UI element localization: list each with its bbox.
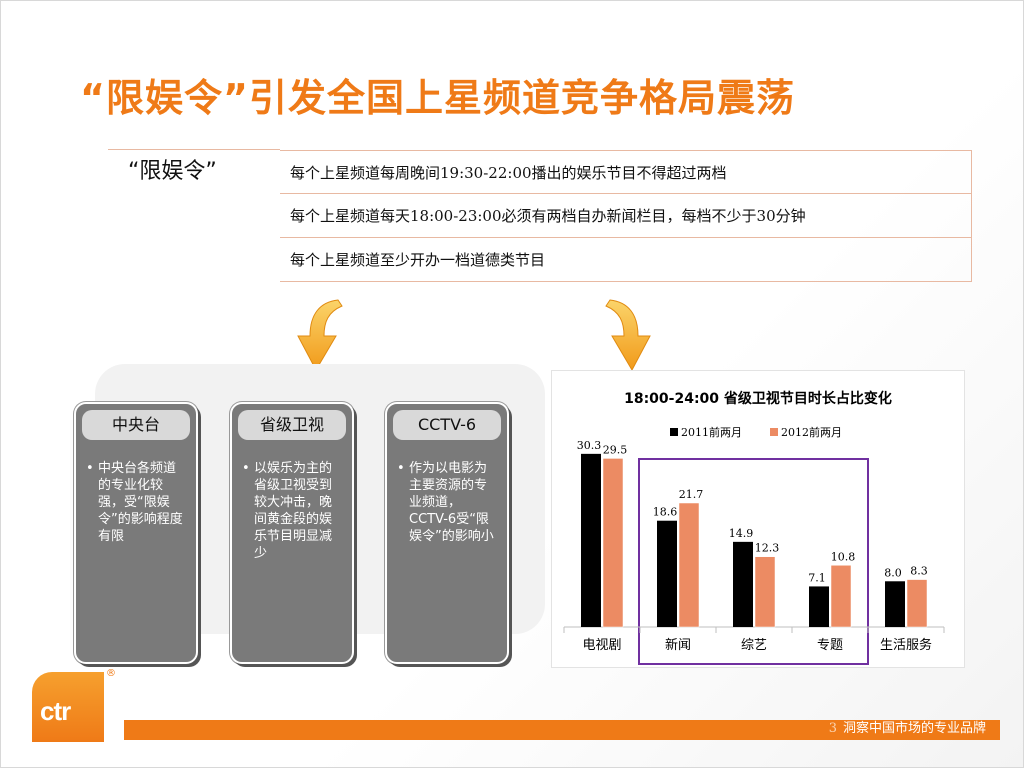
bullet-icon: • <box>397 461 405 476</box>
data-label: 12.3 <box>755 542 780 555</box>
highlight-box <box>638 458 869 665</box>
page-number: 3 <box>828 721 837 736</box>
legend-label: 2012前两月 <box>781 425 842 439</box>
card-body: • 以娱乐为主的省级卫视受到较大冲击，晚间黄金段的娱乐节目明显减少 <box>242 460 342 562</box>
bar <box>678 502 700 628</box>
bar <box>657 520 677 627</box>
registered-mark: ® <box>106 668 116 679</box>
bar <box>581 453 601 627</box>
chart-title: 18:00-24:00 省级卫视节目时长占比变化 <box>624 390 892 407</box>
x-tick-label: 专题 <box>817 638 843 653</box>
bar <box>733 541 753 627</box>
footer-text: 3 洞察中国市场的专业品牌 <box>829 719 986 739</box>
bar <box>885 581 905 627</box>
legend-swatch <box>770 428 778 436</box>
x-tick-label: 生活服务 <box>880 637 932 653</box>
data-label: 8.0 <box>884 566 902 579</box>
card-title: 省级卫视 <box>238 410 346 440</box>
page-title: “限娱令”引发全国上星频道竞争格局震荡 <box>80 76 795 120</box>
data-label: 30.3 <box>577 439 602 452</box>
footer-slogan: 洞察中国市场的专业品牌 <box>842 721 986 736</box>
data-label: 14.9 <box>729 527 754 540</box>
rule-row: 每个上星频道每周晚间19:30-22:00播出的娱乐节目不得超过两档 <box>280 150 972 194</box>
legend-label: 2011前两月 <box>681 425 742 439</box>
bullet-icon: • <box>242 461 250 476</box>
logo-text: ctr <box>40 696 71 726</box>
card-text: 以娱乐为主的省级卫视受到较大冲击，晚间黄金段的娱乐节目明显减少 <box>254 461 333 561</box>
bar <box>830 565 852 628</box>
card-body: • 中央台各频道的专业化较强，受“限娱令”的影响程度有限 <box>86 460 186 545</box>
x-tick-label: 综艺 <box>741 638 767 653</box>
rule-row: 每个上星频道每天18:00-23:00必须有两档自办新闻栏目，每档不少于30分钟 <box>280 194 972 238</box>
footer-bar <box>124 720 1000 740</box>
card-text: 中央台各频道的专业化较强，受“限娱令”的影响程度有限 <box>98 461 183 544</box>
data-label: 7.1 <box>808 571 826 584</box>
rules-top-divider <box>108 149 280 150</box>
rules-table: 每个上星频道每周晚间19:30-22:00播出的娱乐节目不得超过两档 每个上星频… <box>280 150 972 282</box>
x-tick-label: 电视剧 <box>582 638 621 653</box>
rule-row: 每个上星频道至少开办一档道德类节目 <box>280 238 972 282</box>
card-title: CCTV-6 <box>393 410 501 440</box>
legend-swatch <box>670 428 678 436</box>
curved-arrow-icon <box>297 299 343 372</box>
bar <box>602 458 624 628</box>
card-title: 中央台 <box>82 410 190 440</box>
card-provincial: 省级卫视 • 以娱乐为主的省级卫视受到较大冲击，晚间黄金段的娱乐节目明显减少 <box>230 402 354 664</box>
bullet-icon: • <box>86 461 94 476</box>
data-label: 10.8 <box>831 550 856 563</box>
bar-chart: 18:00-24:00 省级卫视节目时长占比变化 2011前两月 2012前两月 30… <box>563 390 945 665</box>
card-cctv: 中央台 • 中央台各频道的专业化较强，受“限娱令”的影响程度有限 <box>74 402 198 664</box>
bar <box>809 586 829 627</box>
curved-arrow-icon <box>605 299 651 372</box>
data-label: 18.6 <box>653 506 678 519</box>
rules-label: “限娱令” <box>128 159 217 184</box>
data-label: 21.7 <box>679 488 704 501</box>
ctr-logo: ctr <box>32 672 104 742</box>
data-label: 29.5 <box>603 443 628 456</box>
chart-container: 18:00-24:00 省级卫视节目时长占比变化 2011前两月 2012前两月 30… <box>551 370 965 668</box>
card-text: 作为以电影为主要资源的专业频道，CCTV-6受“限娱令”的影响小 <box>409 461 494 544</box>
bar <box>754 556 776 628</box>
bar <box>906 579 928 628</box>
x-tick-label: 新闻 <box>665 637 691 653</box>
card-cctv6: CCTV-6 • 作为以电影为主要资源的专业频道，CCTV-6受“限娱令”的影响… <box>385 402 509 664</box>
data-label: 8.3 <box>910 565 928 578</box>
card-body: • 作为以电影为主要资源的专业频道，CCTV-6受“限娱令”的影响小 <box>397 460 497 545</box>
